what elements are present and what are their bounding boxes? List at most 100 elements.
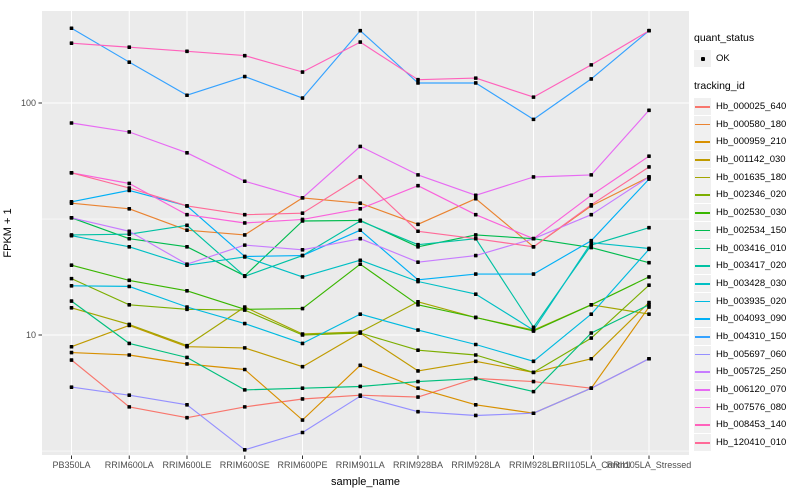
data-point xyxy=(473,359,478,364)
data-point xyxy=(300,418,305,422)
data-point xyxy=(416,242,420,247)
legend-item: Hb_004093_090 xyxy=(694,310,800,328)
series-color-line-icon xyxy=(695,424,710,426)
series-label: Hb_004310_150 xyxy=(716,330,787,342)
data-point xyxy=(416,260,420,264)
data-point xyxy=(127,302,132,307)
data-point xyxy=(300,211,305,215)
data-point xyxy=(242,53,247,58)
data-point xyxy=(647,356,651,361)
data-point xyxy=(185,289,189,293)
data-point xyxy=(242,221,247,225)
data-point xyxy=(358,219,363,223)
data-point xyxy=(69,171,74,175)
data-point xyxy=(69,41,74,46)
series-color-line-icon xyxy=(695,212,710,214)
data-point xyxy=(185,151,189,155)
data-point xyxy=(416,328,420,332)
data-point xyxy=(185,244,189,249)
data-point xyxy=(647,260,651,265)
y-tick-label: 100 xyxy=(21,98,36,108)
series-key-box xyxy=(694,327,711,345)
data-point xyxy=(185,93,189,98)
data-point xyxy=(589,386,594,390)
series-label: Hb_004093_090 xyxy=(716,313,787,325)
panel-background xyxy=(42,11,689,455)
data-point xyxy=(242,405,247,409)
data-point xyxy=(473,292,478,296)
data-point xyxy=(358,228,363,232)
data-point xyxy=(416,395,420,399)
data-point xyxy=(300,333,305,337)
series-label: Hb_001635_180 xyxy=(716,171,787,183)
data-point xyxy=(473,342,478,347)
data-point xyxy=(531,117,536,122)
data-point xyxy=(589,203,594,207)
data-point xyxy=(185,212,189,217)
data-point xyxy=(473,193,478,198)
legend-item: Hb_005725_250 xyxy=(694,363,800,381)
data-point xyxy=(127,45,132,49)
data-point xyxy=(416,183,420,188)
data-point xyxy=(589,173,594,177)
data-point xyxy=(358,258,363,263)
x-tick-label: RRIM600LE xyxy=(162,460,211,470)
data-point xyxy=(300,397,305,401)
data-point xyxy=(242,254,247,259)
data-point xyxy=(127,229,132,234)
series-color-line-icon xyxy=(695,335,710,338)
data-point xyxy=(69,358,74,362)
data-point xyxy=(473,376,478,381)
data-point xyxy=(531,370,536,375)
series-label: Hb_006120_070 xyxy=(716,384,787,396)
legend-item: Hb_000959_210 xyxy=(694,133,800,151)
data-point xyxy=(647,108,651,113)
legend-items: Hb_000025_640 Hb_000580_180 Hb_000959_210 H… xyxy=(694,98,800,452)
series-color-line-icon xyxy=(695,353,710,356)
data-point xyxy=(647,312,651,316)
data-point xyxy=(647,247,651,252)
data-point xyxy=(647,28,651,33)
legend-item: Hb_120410_010 xyxy=(694,434,800,452)
data-point xyxy=(69,283,74,288)
data-point xyxy=(358,331,363,335)
data-point xyxy=(473,253,478,258)
data-point xyxy=(127,405,132,409)
series-key-box xyxy=(694,186,711,204)
data-point xyxy=(416,277,420,282)
x-tick-label: RRIM928LA xyxy=(451,460,500,470)
x-tick-label: PB350LA xyxy=(52,460,90,470)
data-point xyxy=(242,321,247,326)
data-point xyxy=(300,364,305,369)
data-point xyxy=(358,175,363,179)
series-color-line-icon xyxy=(695,442,710,444)
series-label: Hb_003428_030 xyxy=(716,277,787,289)
series-color-line-icon xyxy=(695,389,710,391)
data-point xyxy=(358,144,363,149)
data-point xyxy=(69,216,74,220)
series-color-line-icon xyxy=(695,194,710,197)
x-tick-label: RRII105LA_Control xyxy=(552,460,630,470)
legend-item: Hb_007576_080 xyxy=(694,398,800,416)
data-point xyxy=(416,409,420,414)
data-point xyxy=(531,411,536,416)
data-point xyxy=(473,233,478,237)
data-point xyxy=(185,204,189,208)
data-point xyxy=(358,40,363,44)
x-tick-label: RRIM600LA xyxy=(105,460,154,470)
series-key-box xyxy=(694,151,711,169)
legend-item: Hb_008453_140 xyxy=(694,416,800,434)
data-point xyxy=(127,353,132,357)
series-label: Hb_005697_060 xyxy=(716,348,787,360)
series-label: Hb_003417_020 xyxy=(716,260,787,272)
data-point xyxy=(127,60,132,64)
data-point xyxy=(69,305,74,310)
legend-item: Hb_004310_150 xyxy=(694,327,800,346)
data-point xyxy=(358,384,363,389)
data-point xyxy=(300,386,305,390)
data-point xyxy=(127,322,132,327)
series-key-box xyxy=(694,221,711,239)
series-key-box xyxy=(694,310,711,328)
data-point xyxy=(300,306,305,311)
series-key-box xyxy=(694,292,711,310)
